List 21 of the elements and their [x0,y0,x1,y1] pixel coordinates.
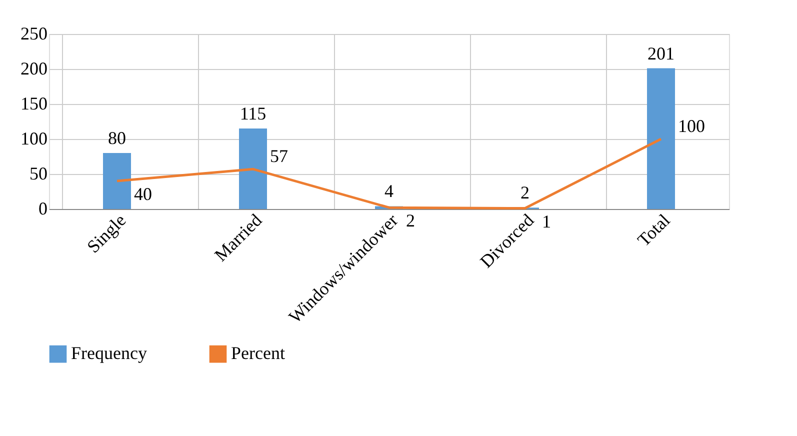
y-tick-label: 50 [30,164,48,184]
data-label: 4 [384,181,394,202]
y-tick-label: 150 [20,94,48,114]
data-label: 2 [406,210,415,231]
data-label: 80 [108,128,126,148]
legend-label: Frequency [71,343,147,364]
data-label: 40 [134,184,152,204]
legend-label: Percent [231,343,285,364]
bar [647,68,675,209]
data-label: 1 [542,211,551,232]
data-label: 201 [648,43,674,64]
y-tick-label: 200 [20,58,48,78]
y-tick-label: 0 [38,198,48,218]
data-label: 100 [678,116,705,136]
bar [103,153,131,209]
data-label: 2 [520,182,530,203]
data-label: 115 [240,104,266,124]
y-tick-label: 100 [20,128,48,148]
data-label: 57 [270,146,288,166]
y-tick-label: 250 [20,24,48,44]
bar [239,128,267,209]
